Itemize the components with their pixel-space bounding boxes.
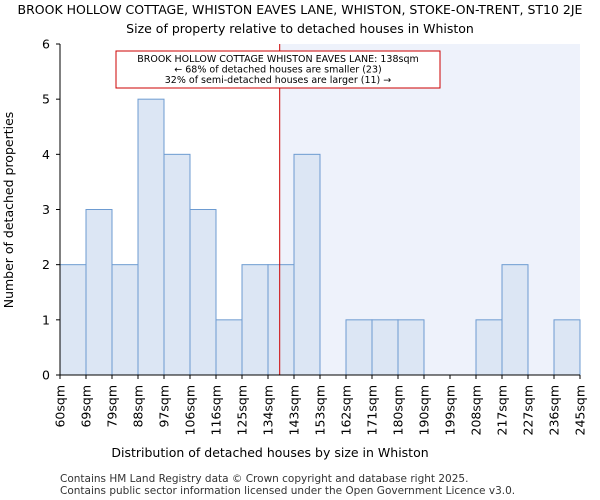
footer-line-2: Contains public sector information licen… bbox=[60, 485, 515, 497]
bar-60sqm bbox=[59, 264, 87, 376]
x-tick-label: 180sqm bbox=[391, 385, 406, 435]
x-tick-label: 60sqm bbox=[53, 385, 68, 428]
chart-title: BROOK HOLLOW COTTAGE, WHISTON EAVES LANE… bbox=[18, 2, 583, 17]
x-tick-label: 245sqm bbox=[573, 385, 588, 435]
x-tick-label: 97sqm bbox=[157, 385, 172, 428]
bar-208sqm bbox=[475, 319, 503, 376]
bar-162sqm bbox=[345, 319, 373, 376]
y-tick-label: 5 bbox=[42, 92, 50, 107]
bar-88sqm bbox=[137, 98, 165, 376]
y-tick-label: 6 bbox=[42, 37, 50, 52]
bar-106sqm bbox=[189, 209, 217, 376]
x-tick-label: 190sqm bbox=[417, 385, 432, 435]
x-tick-label: 116sqm bbox=[209, 385, 224, 435]
bar-217sqm bbox=[501, 264, 529, 376]
bar-125sqm bbox=[241, 264, 269, 376]
bar-116sqm bbox=[215, 319, 243, 376]
chart-subtitle: Size of property relative to detached ho… bbox=[126, 21, 474, 36]
bar-180sqm bbox=[397, 319, 425, 376]
x-tick-label: 162sqm bbox=[339, 385, 354, 435]
x-tick-label: 106sqm bbox=[183, 385, 198, 435]
x-axis-label: Distribution of detached houses by size … bbox=[111, 445, 428, 460]
annotation-box: BROOK HOLLOW COTTAGE WHISTON EAVES LANE:… bbox=[115, 50, 441, 89]
x-tick-label: 153sqm bbox=[313, 385, 328, 435]
x-tick-label: 134sqm bbox=[261, 385, 276, 435]
x-tick-label: 125sqm bbox=[235, 385, 250, 435]
highlight-region bbox=[279, 44, 580, 375]
x-ticks-group: 60sqm 69sqm 79sqm 88sqm 97sqm 106sqm 116sqm 125… bbox=[53, 375, 588, 435]
x-tick-label: 199sqm bbox=[443, 385, 458, 435]
footer-line-1: Contains HM Land Registry data © Crown c… bbox=[60, 473, 468, 485]
y-ticks-group: 0 1 2 3 4 5 6 bbox=[42, 37, 60, 383]
bar-143sqm bbox=[293, 153, 321, 376]
x-tick-label: 79sqm bbox=[105, 385, 120, 428]
bar-134sqm bbox=[267, 264, 295, 376]
y-tick-label: 2 bbox=[42, 257, 50, 272]
bar-236sqm bbox=[553, 319, 581, 376]
x-tick-label: 88sqm bbox=[131, 385, 146, 428]
bars-group bbox=[59, 98, 581, 376]
y-tick-label: 4 bbox=[42, 147, 50, 162]
y-tick-label: 0 bbox=[42, 368, 50, 383]
annotation-line-1: BROOK HOLLOW COTTAGE WHISTON EAVES LANE:… bbox=[137, 54, 419, 65]
annotation-line-3: 32% of semi-detached houses are larger (… bbox=[165, 75, 392, 86]
x-tick-label: 208sqm bbox=[469, 385, 484, 435]
bar-97sqm bbox=[163, 153, 191, 376]
x-tick-label: 171sqm bbox=[365, 385, 380, 435]
x-tick-label: 69sqm bbox=[79, 385, 94, 428]
y-tick-label: 1 bbox=[42, 312, 50, 327]
x-tick-label: 143sqm bbox=[287, 385, 302, 435]
y-tick-label: 3 bbox=[42, 202, 50, 217]
annotation-frame bbox=[115, 50, 441, 89]
bar-171sqm bbox=[371, 319, 399, 376]
x-tick-label: 227sqm bbox=[521, 385, 536, 435]
y-axis-label: Number of detached properties bbox=[1, 112, 16, 309]
bar-79sqm bbox=[111, 264, 139, 376]
annotation-line-2: ← 68% of detached houses are smaller (23… bbox=[174, 65, 381, 76]
x-tick-label: 236sqm bbox=[547, 385, 562, 435]
bar-69sqm bbox=[85, 209, 113, 376]
x-tick-label: 217sqm bbox=[495, 385, 510, 435]
